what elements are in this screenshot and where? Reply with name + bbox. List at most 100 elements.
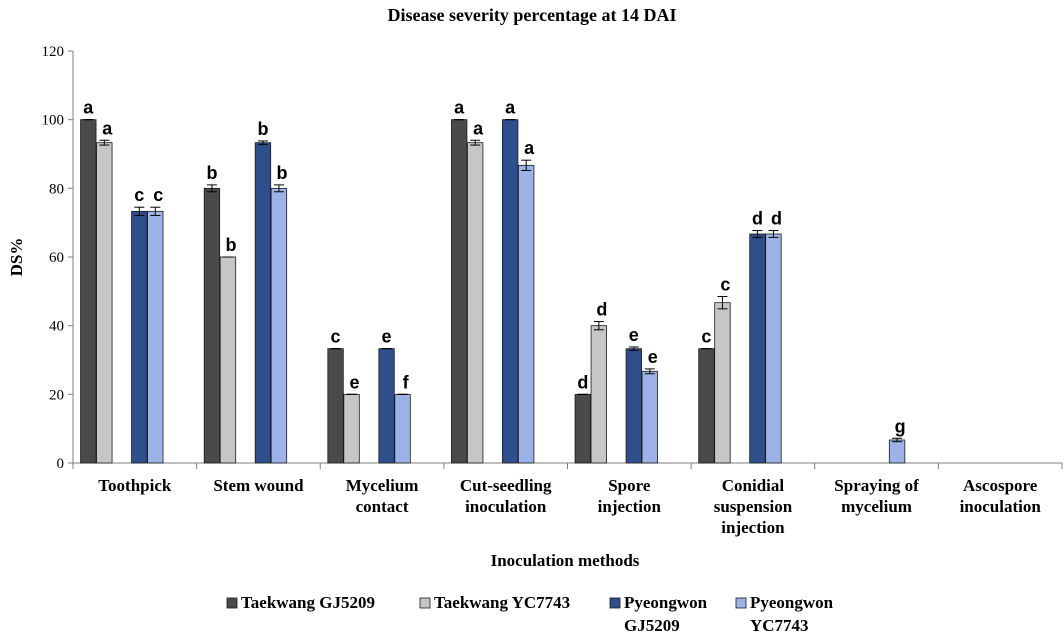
significance-letter: e bbox=[350, 372, 360, 392]
bar-pyeongwon-yc7743 bbox=[147, 210, 164, 464]
chart-title: Disease severity percentage at 14 DAI bbox=[387, 5, 676, 25]
bar-taekwang-gj5209 bbox=[327, 348, 344, 464]
legend-label: Taekwang YC7743 bbox=[434, 593, 570, 612]
y-tick-label: 40 bbox=[49, 319, 64, 335]
x-tick-label: Toothpick bbox=[98, 476, 172, 495]
significance-letter: f bbox=[403, 372, 410, 392]
significance-letter: a bbox=[524, 138, 535, 158]
x-tick-label-line: inoculation bbox=[960, 497, 1042, 516]
x-axis-title: Inoculation methods bbox=[491, 551, 640, 570]
legend-label-line: Pyeongwon bbox=[750, 593, 834, 612]
bar-taekwang-gj5209 bbox=[80, 119, 97, 464]
bar-taekwang-yc7743 bbox=[219, 256, 237, 464]
significance-letter: a bbox=[454, 98, 465, 118]
significance-letter: c bbox=[134, 185, 144, 205]
significance-letter: c bbox=[701, 327, 711, 347]
x-tick-label-line: inoculation bbox=[465, 497, 547, 516]
x-tick-label: Stem wound bbox=[213, 476, 304, 495]
x-tick-label-line: Mycelium bbox=[346, 476, 419, 495]
significance-letter: a bbox=[505, 98, 516, 118]
bar-taekwang-gj5209 bbox=[698, 348, 715, 464]
legend-swatch bbox=[609, 597, 621, 609]
significance-letter: b bbox=[225, 235, 236, 255]
significance-letter: a bbox=[473, 118, 484, 138]
significance-letter: e bbox=[382, 327, 392, 347]
x-tick-label: Conidial suspension injection bbox=[714, 476, 793, 537]
significance-letter: b bbox=[276, 163, 287, 183]
x-tick-label-line: Conidial bbox=[722, 476, 785, 495]
significance-letter: d bbox=[577, 372, 588, 392]
x-tick-label-line: mycelium bbox=[841, 497, 912, 516]
significance-letter: a bbox=[83, 98, 94, 118]
legend-label-line: Taekwang GJ5209 bbox=[241, 593, 375, 612]
x-tick-label-line: suspension bbox=[714, 497, 793, 516]
significance-letter: b bbox=[257, 119, 268, 139]
bar-pyeongwon-gj5209 bbox=[502, 119, 519, 464]
legend-label-line: GJ5209 bbox=[624, 616, 680, 635]
significance-letter: d bbox=[752, 209, 763, 229]
x-tick-label: Mycelium contact bbox=[346, 476, 419, 516]
significance-letter: c bbox=[720, 274, 730, 294]
legend-label-line: YC7743 bbox=[750, 616, 809, 635]
bar-taekwang-yc7743 bbox=[96, 142, 113, 464]
legend-label: Pyeongwon GJ5209 bbox=[624, 593, 708, 635]
bar-pyeongwon-yc7743 bbox=[641, 370, 658, 464]
bar-taekwang-gj5209 bbox=[203, 187, 221, 464]
x-tick-label-line: Ascospore bbox=[963, 476, 1038, 495]
significance-letter: g bbox=[895, 416, 906, 436]
bar-taekwang-yc7743 bbox=[590, 325, 607, 464]
bar-pyeongwon-yc7743 bbox=[888, 439, 906, 464]
y-tick-label: 120 bbox=[42, 44, 65, 60]
bar-taekwang-yc7743 bbox=[714, 302, 731, 464]
x-tick-label-line: injection bbox=[598, 497, 662, 516]
legend-swatch bbox=[419, 597, 431, 609]
legend-label-line: Pyeongwon bbox=[624, 593, 708, 612]
x-tick-label-line: Cut-seedling bbox=[460, 476, 552, 495]
y-tick-label: 20 bbox=[49, 387, 64, 403]
significance-letter: e bbox=[648, 347, 658, 367]
bar-taekwang-yc7743 bbox=[467, 142, 484, 464]
x-tick-label-line: Stem wound bbox=[213, 476, 304, 495]
bar-taekwang-yc7743 bbox=[343, 393, 360, 464]
bar-taekwang-gj5209 bbox=[574, 393, 591, 464]
y-tick-label: 100 bbox=[42, 113, 65, 129]
significance-letter: b bbox=[206, 163, 217, 183]
y-tick-label: 80 bbox=[49, 181, 64, 197]
significance-letter: a bbox=[102, 118, 113, 138]
bar-pyeongwon-yc7743 bbox=[765, 233, 782, 464]
x-tick-label-line: Toothpick bbox=[98, 476, 172, 495]
bar-taekwang-gj5209 bbox=[451, 119, 468, 464]
bar-pyeongwon-gj5209 bbox=[131, 210, 148, 464]
plot-area: 0 20 40 60 80 100 120 Toothpick Stem wound Myceli… bbox=[42, 44, 1063, 537]
legend-label-line: Taekwang YC7743 bbox=[434, 593, 570, 612]
bar-pyeongwon-gj5209 bbox=[749, 233, 766, 464]
bar-pyeongwon-gj5209 bbox=[625, 348, 642, 464]
legend: Taekwang GJ5209 Taekwang YC7743 Pyeongwon G… bbox=[226, 593, 834, 635]
x-tick-label-line: Spore bbox=[608, 476, 651, 495]
significance-letter: c bbox=[331, 327, 341, 347]
bar-pyeongwon-yc7743 bbox=[270, 187, 288, 464]
x-tick-label: Spore injection bbox=[598, 476, 662, 516]
significance-letter: d bbox=[771, 209, 782, 229]
x-tick-label-line: Spraying of bbox=[834, 476, 919, 495]
bar-pyeongwon-gj5209 bbox=[378, 348, 395, 464]
y-axis-title: DS% bbox=[7, 238, 26, 277]
bar-pyeongwon-gj5209 bbox=[254, 142, 272, 464]
legend-swatch bbox=[226, 597, 238, 609]
y-tick-label: 60 bbox=[49, 250, 64, 266]
x-tick-label-line: contact bbox=[356, 497, 409, 516]
x-tick-label-line: injection bbox=[721, 518, 785, 537]
x-tick-label: Ascospore inoculation bbox=[960, 476, 1042, 516]
significance-letter: c bbox=[153, 185, 163, 205]
significance-letter: d bbox=[596, 300, 607, 320]
bar-pyeongwon-yc7743 bbox=[518, 164, 535, 464]
legend-swatch bbox=[735, 597, 747, 609]
x-tick-label: Cut-seedling inoculation bbox=[460, 476, 552, 516]
y-tick-label: 0 bbox=[57, 456, 65, 472]
legend-label: Taekwang GJ5209 bbox=[241, 593, 375, 612]
legend-label: Pyeongwon YC7743 bbox=[750, 593, 834, 635]
x-tick-label: Spraying of mycelium bbox=[834, 476, 919, 516]
significance-letter: e bbox=[629, 325, 639, 345]
bar-pyeongwon-yc7743 bbox=[394, 393, 411, 464]
